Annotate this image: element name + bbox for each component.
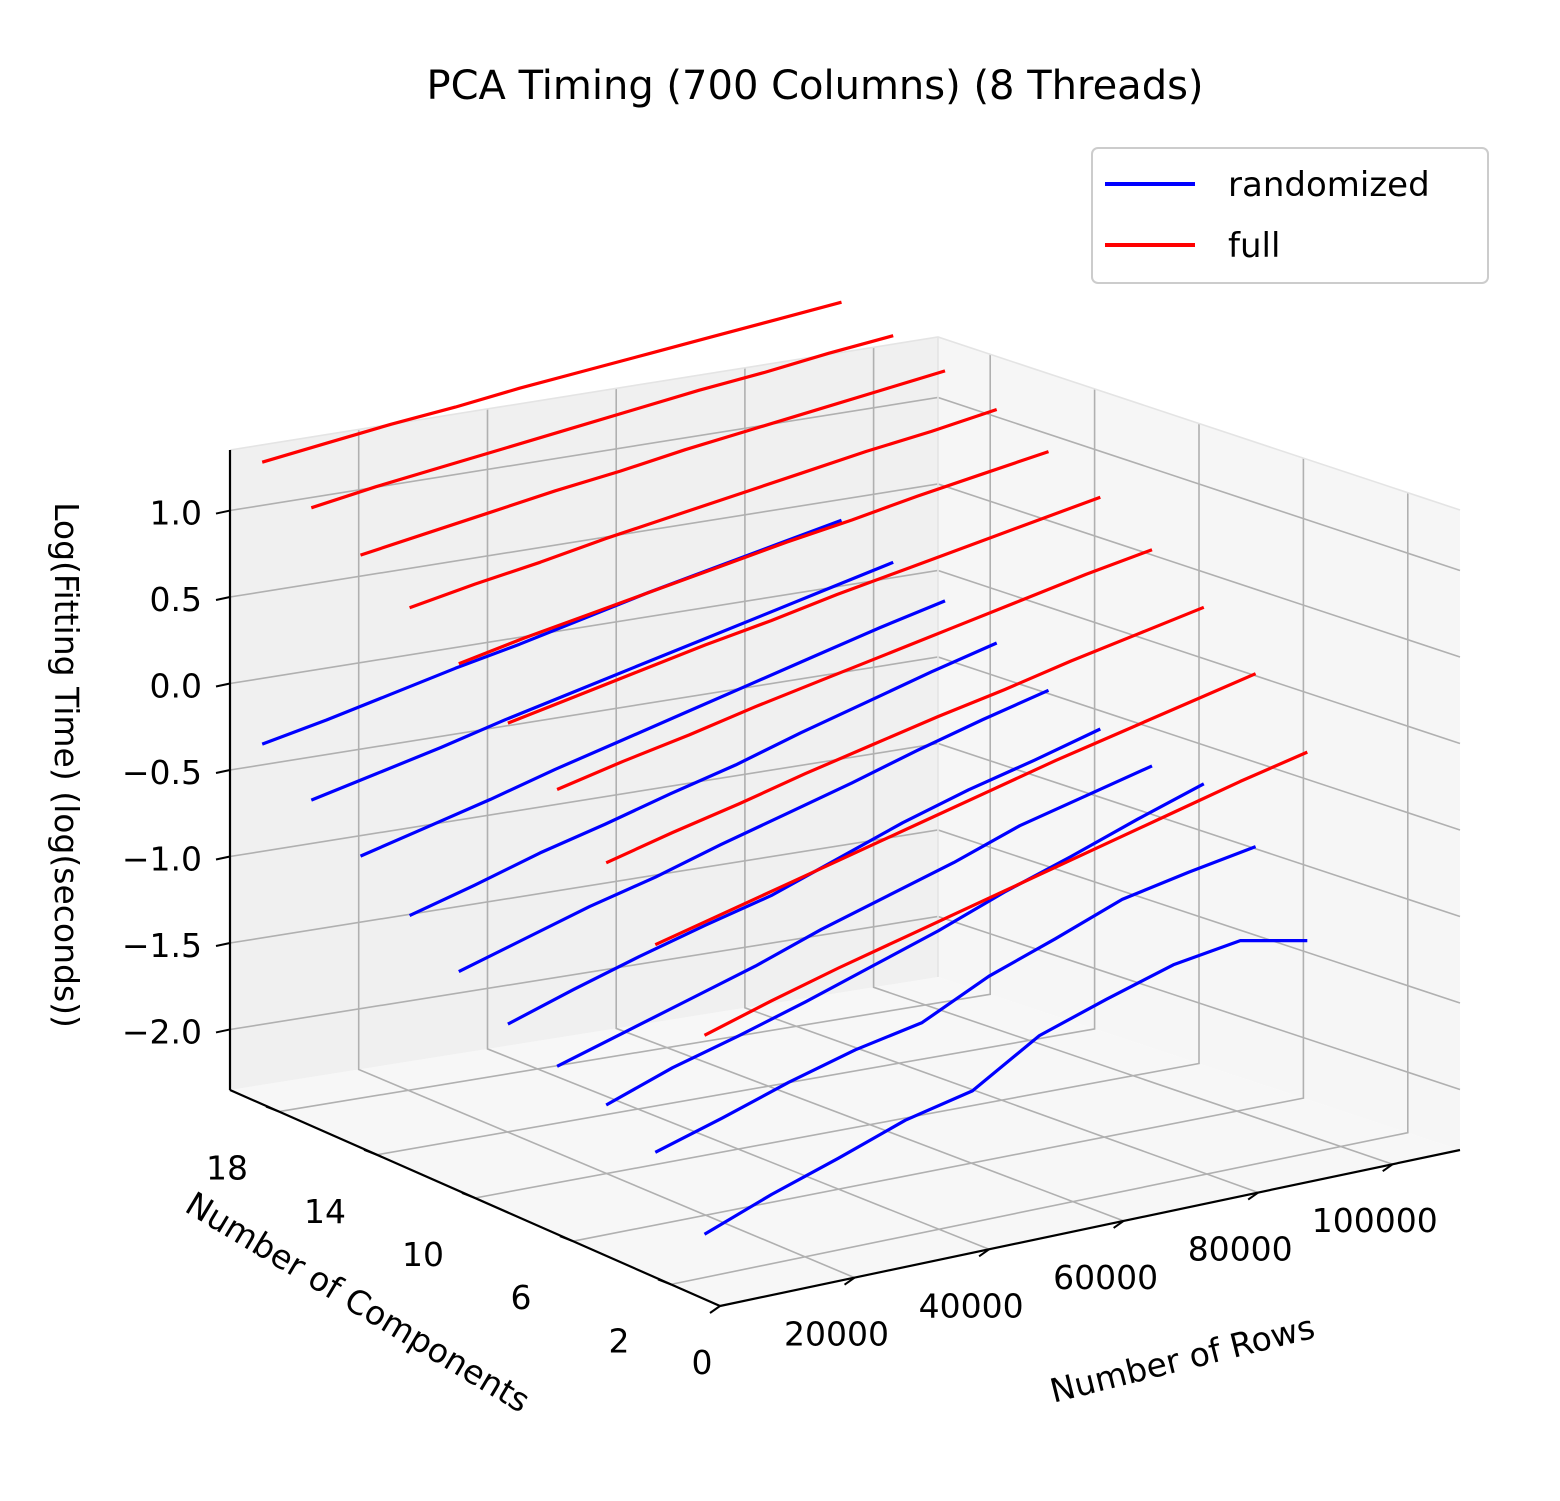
z-axis-label: Log(Fitting Time) (log(seconds)) bbox=[47, 502, 86, 1028]
x-tick-label: 20000 bbox=[784, 1315, 889, 1354]
series-line-full-12 bbox=[458, 450, 1050, 666]
series-line-full-10 bbox=[507, 495, 1101, 725]
y-gridline bbox=[376, 388, 1096, 1156]
series-line-full-14 bbox=[409, 407, 998, 610]
legend: randomized full bbox=[1091, 147, 1489, 284]
z-tick-label: 0.0 bbox=[150, 667, 202, 706]
z-tick-label: 1.0 bbox=[150, 494, 202, 533]
series-line-randomized-12 bbox=[458, 688, 1050, 974]
y-tick-label: 14 bbox=[304, 1192, 346, 1231]
series-line-randomized-18 bbox=[310, 560, 894, 802]
series-line-full-6 bbox=[605, 605, 1205, 865]
x-gridline bbox=[486, 408, 990, 1251]
series-line-randomized-6 bbox=[605, 782, 1205, 1107]
y-tick-mark bbox=[265, 1105, 280, 1113]
x-gridline bbox=[615, 388, 1124, 1222]
x-tick-label: 40000 bbox=[919, 1286, 1024, 1325]
y-tick-mark bbox=[363, 1148, 378, 1156]
legend-label-randomized: randomized bbox=[1228, 165, 1430, 205]
x-tick-label: 0 bbox=[692, 1343, 713, 1382]
x-tick-label: 60000 bbox=[1053, 1258, 1158, 1297]
y-tick-label: 2 bbox=[609, 1321, 630, 1360]
tick-labels: 0 20000 40000 60000 80000 100000 2 6 10 14 18 −2.0 −… bbox=[122, 494, 1438, 1382]
x-tick-label: 100000 bbox=[1312, 1201, 1438, 1240]
series-line-full-8 bbox=[556, 548, 1153, 791]
z-tick-mark bbox=[215, 1028, 231, 1034]
x-tick-mark bbox=[1113, 1220, 1125, 1229]
y-gridline bbox=[474, 423, 1200, 1199]
z-tick-mark bbox=[215, 596, 231, 602]
x-gridline bbox=[357, 429, 855, 1279]
x-tick-mark bbox=[1382, 1163, 1394, 1173]
x-tick-mark bbox=[843, 1276, 856, 1286]
series-line-full-4 bbox=[654, 672, 1257, 947]
y-tick-label: 18 bbox=[206, 1149, 248, 1188]
x-gridline bbox=[744, 367, 1259, 1194]
z-tick-label: −2.0 bbox=[122, 1012, 202, 1051]
x-tick-label: 80000 bbox=[1188, 1230, 1293, 1269]
axis-lines bbox=[215, 450, 1461, 1314]
legend-label-full: full bbox=[1228, 226, 1280, 266]
x-tick-mark bbox=[709, 1305, 721, 1314]
y-gridline bbox=[670, 492, 1409, 1286]
y-tick-label: 10 bbox=[402, 1235, 444, 1274]
series-line-full-18 bbox=[310, 334, 894, 510]
y-tick-label: 6 bbox=[511, 1278, 532, 1317]
series-line-full-16 bbox=[359, 369, 946, 557]
z-tick-label: −1.0 bbox=[122, 839, 202, 878]
series-line-full-20 bbox=[261, 300, 842, 464]
x-axis-label: Number of Rows bbox=[1046, 1307, 1319, 1410]
series-line-randomized-14 bbox=[408, 641, 998, 918]
series-line-randomized-16 bbox=[359, 599, 946, 858]
x-tick-mark bbox=[978, 1248, 990, 1258]
x-gridline bbox=[872, 347, 1393, 1165]
z-tick-mark bbox=[215, 941, 231, 947]
z-tick-mark bbox=[215, 682, 231, 688]
z-tick-label: 0.5 bbox=[150, 580, 202, 619]
legend-frame bbox=[1091, 147, 1489, 284]
y-axis-label: Number of Components bbox=[179, 1184, 537, 1420]
series-line-full-2 bbox=[703, 750, 1308, 1037]
series-line-randomized-8 bbox=[556, 764, 1153, 1068]
y-gridline bbox=[572, 458, 1305, 1242]
data-series bbox=[261, 300, 1308, 1236]
series-line-randomized-2 bbox=[703, 938, 1308, 1236]
z-tick-mark bbox=[215, 509, 231, 515]
z-tick-mark bbox=[215, 855, 231, 861]
y-tick-mark bbox=[657, 1278, 672, 1286]
y-gridline bbox=[278, 354, 992, 1113]
chart-title: PCA Timing (700 Columns) (8 Threads) bbox=[426, 63, 1203, 109]
z-tick-label: −0.5 bbox=[122, 753, 202, 792]
floor-pane bbox=[230, 977, 1460, 1306]
x-tick-mark bbox=[1247, 1191, 1259, 1201]
z-tick-label: −1.5 bbox=[122, 926, 202, 965]
y-tick-mark bbox=[461, 1192, 476, 1199]
series-line-randomized-4 bbox=[654, 845, 1257, 1154]
y-tick-mark bbox=[559, 1235, 574, 1243]
z-tick-mark bbox=[215, 769, 231, 774]
x-axis-line bbox=[719, 1148, 1461, 1308]
